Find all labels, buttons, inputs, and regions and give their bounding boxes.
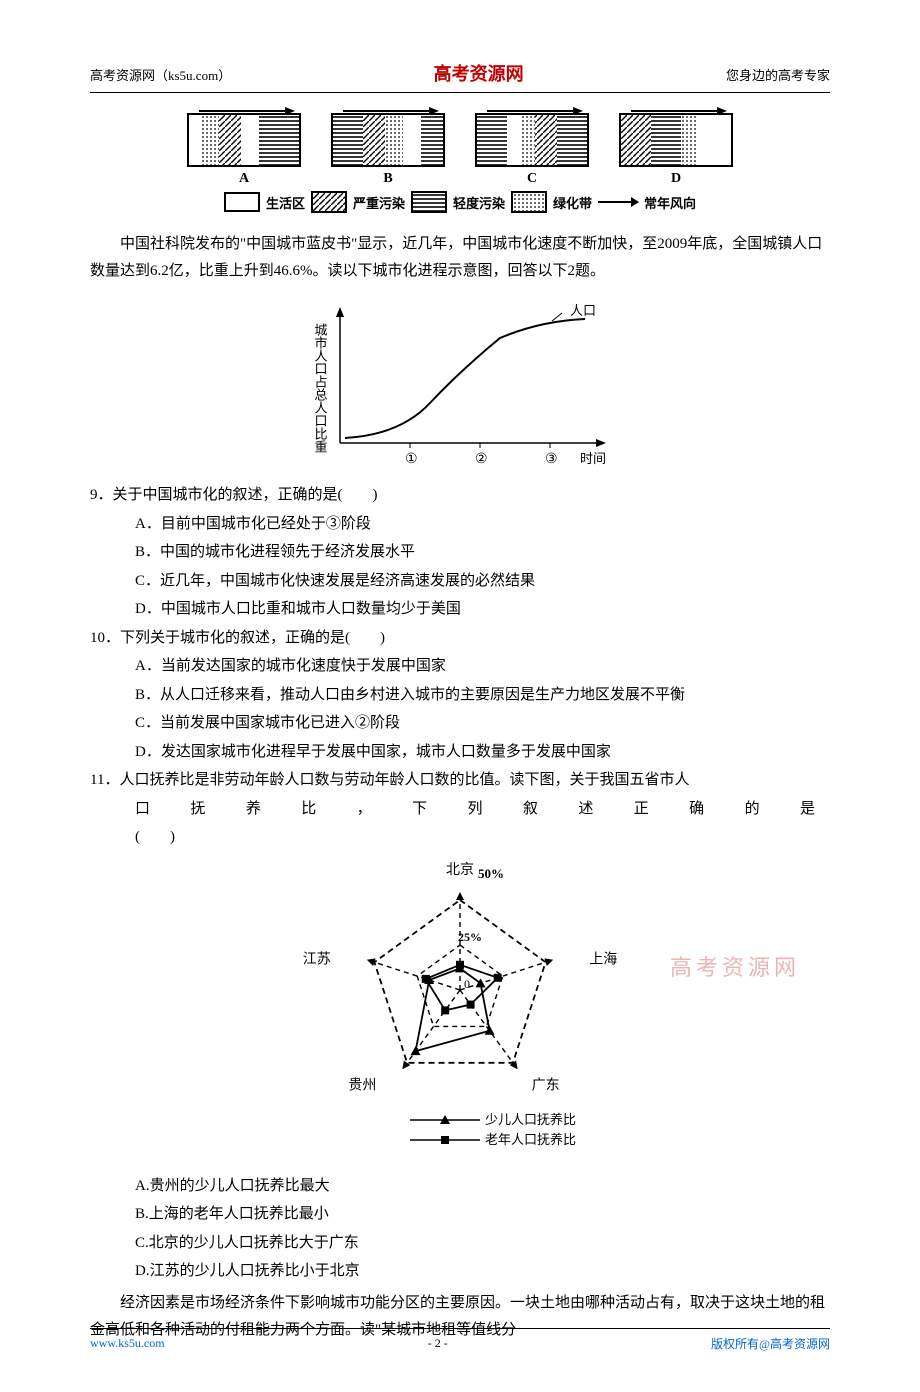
q9-stem: 9．关于中国城市化的叙述，正确的是( )	[90, 481, 830, 510]
diagram-box-a: A	[187, 113, 301, 187]
svg-text:少儿人口抚养比: 少儿人口抚养比	[485, 1112, 576, 1127]
question-11-options: A.贵州的少儿人口抚养比最大 B.上海的老年人口抚养比最小 C.北京的少儿人口抚…	[90, 1172, 830, 1286]
diagram-box-a-svg	[187, 113, 301, 167]
intro-paragraph: 中国社科院发布的"中国城市蓝皮书"显示，近几年，中国城市化速度不断加快，至200…	[90, 231, 830, 285]
s-curve-tick-2: ②	[475, 452, 488, 467]
question-11: 11．人口抚养比是非劳动年龄人口数与劳动年龄人口数的比值。读下图，关于我国五省市…	[90, 766, 830, 852]
legend-swatch-green	[511, 191, 547, 213]
diagram-box-d-svg	[619, 113, 733, 167]
q9-option-c: C．近几年，中国城市化快速发展是经济高速发展的必然结果	[135, 567, 830, 596]
legend-label-wind: 常年风向	[644, 193, 696, 212]
watermark-text: 高考资源网	[670, 950, 800, 982]
arrow-a	[189, 105, 299, 117]
legend-label-heavy: 严重污染	[353, 193, 405, 212]
q11-option-a: A.贵州的少儿人口抚养比最大	[135, 1172, 830, 1201]
s-curve-top-label: 人口	[570, 303, 596, 318]
arrow-c	[477, 105, 587, 117]
legend-swatch-light	[411, 191, 447, 213]
diagram-label-d: D	[671, 171, 681, 187]
q10-option-a: A．当前发达国家的城市化速度快于发展中国家	[135, 652, 830, 681]
question-10: 10．下列关于城市化的叙述，正确的是( ) A．当前发达国家的城市化速度快于发展…	[90, 624, 830, 767]
q9-option-a: A．目前中国城市化已经处于③阶段	[135, 510, 830, 539]
diagram-box-b: B	[331, 113, 445, 187]
header-right: 您身边的高考专家	[726, 65, 830, 84]
diagram-box-d: D	[619, 113, 733, 187]
diagram-legend: 生活区 严重污染 轻度污染 绿化带 常年风向	[90, 191, 830, 213]
page-footer: www.ks5u.com - 2 - 版权所有@高考资源网	[90, 1328, 830, 1352]
diagram-box-c-svg	[475, 113, 589, 167]
radar-axis-label: 江苏	[303, 951, 331, 967]
q10-stem: 10．下列关于城市化的叙述，正确的是( )	[90, 624, 830, 653]
q11-option-c: C.北京的少儿人口抚养比大于广东	[135, 1229, 830, 1258]
radar-axis-label: 上海	[589, 951, 617, 967]
q9-option-d: D．中国城市人口比重和城市人口数量均少于美国	[135, 595, 830, 624]
s-curve-xlabel: 时间	[580, 451, 606, 466]
svg-text:25%: 25%	[458, 930, 482, 944]
q11-stem-2: 口 抚 养 比 ， 下 列 叙 述 正 确 的 是	[90, 795, 830, 824]
q11-option-d: D.江苏的少儿人口抚养比小于北京	[135, 1257, 830, 1286]
footer-left: www.ks5u.com	[90, 1336, 165, 1351]
q11-stem-1: 11．人口抚养比是非劳动年龄人口数与劳动年龄人口数的比值。读下图，关于我国五省市…	[90, 766, 830, 795]
legend-label-living: 生活区	[266, 193, 305, 212]
footer-center: - 2 -	[428, 1336, 448, 1351]
q10-option-c: C．当前发展中国家城市化已进入②阶段	[135, 709, 830, 738]
s-curve-tick-1: ①	[405, 452, 418, 467]
radar-axis-label: 贵州	[348, 1077, 376, 1093]
legend-arrow-icon	[598, 201, 638, 203]
q10-option-d: D．发达国家城市化进程早于发展中国家，城市人口数量多于发展中国家	[135, 738, 830, 767]
arrow-d	[621, 105, 731, 117]
radar-chart: 北京 50% 上海广东 贵州 江苏 25% 0 少儿人口抚养比老年人口抚养比 高考资源网	[90, 860, 830, 1160]
legend-swatch-living	[224, 192, 260, 212]
q10-option-b: B．从人口迁移来看，推动人口由乡村进入城市的主要原因是生产力地区发展不平衡	[135, 681, 830, 710]
diagram-label-c: C	[527, 171, 537, 187]
pollution-layout-diagram: A B	[90, 113, 830, 187]
diagram-box-c: C	[475, 113, 589, 187]
page-header: 高考资源网（ks5u.com） 高考资源网 您身边的高考专家	[90, 60, 830, 93]
svg-text:50%: 50%	[478, 866, 504, 881]
q11-stem-3: ( )	[90, 823, 830, 852]
radar-axis-label: 北京	[446, 862, 474, 878]
legend-swatch-heavy	[311, 191, 347, 213]
radar-axis-label: 广东	[532, 1077, 560, 1093]
svg-text:0: 0	[464, 977, 470, 991]
header-left: 高考资源网（ks5u.com）	[90, 65, 231, 84]
s-curve-ylabel: 城市人口占总人口比重	[313, 323, 328, 453]
arrow-b	[333, 105, 443, 117]
s-curve-chart: 城市人口占总人口比重 人口 ① ② ③ 时间	[90, 293, 830, 473]
legend-label-light: 轻度污染	[453, 193, 505, 212]
diagram-box-b-svg	[331, 113, 445, 167]
footer-right: 版权所有@高考资源网	[711, 1335, 830, 1352]
diagram-label-a: A	[239, 171, 249, 187]
header-center-logo: 高考资源网	[434, 60, 524, 86]
legend-label-green: 绿化带	[553, 193, 592, 212]
question-9: 9．关于中国城市化的叙述，正确的是( ) A．目前中国城市化已经处于③阶段 B．…	[90, 481, 830, 624]
svg-text:老年人口抚养比: 老年人口抚养比	[485, 1132, 576, 1147]
q11-option-b: B.上海的老年人口抚养比最小	[135, 1200, 830, 1229]
diagram-label-b: B	[383, 171, 392, 187]
s-curve-tick-3: ③	[545, 452, 558, 467]
q9-option-b: B．中国的城市化进程领先于经济发展水平	[135, 538, 830, 567]
